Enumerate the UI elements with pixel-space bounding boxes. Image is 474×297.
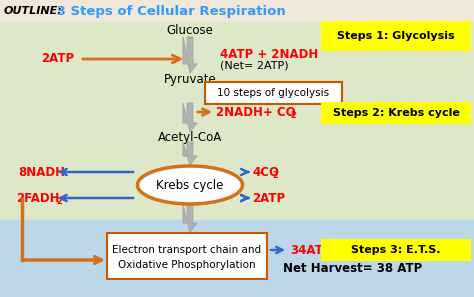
Text: Steps 1: Glycolysis: Steps 1: Glycolysis (337, 31, 455, 41)
Bar (0, 22, 474, 220)
Ellipse shape (137, 166, 243, 204)
Text: 34ATP: 34ATP (290, 244, 331, 257)
Text: 3 Steps of Cellular Respiration: 3 Steps of Cellular Respiration (52, 4, 286, 18)
FancyBboxPatch shape (107, 233, 267, 279)
Text: Electron transport chain and: Electron transport chain and (112, 245, 262, 255)
FancyBboxPatch shape (205, 82, 342, 104)
Text: (Net= 2ATP): (Net= 2ATP) (220, 61, 289, 71)
Polygon shape (183, 37, 197, 73)
Text: Acetyl-CoA: Acetyl-CoA (158, 130, 222, 143)
Text: 2ATP: 2ATP (252, 192, 285, 205)
Text: 2: 2 (56, 197, 62, 206)
Text: Steps 2: Krebs cycle: Steps 2: Krebs cycle (333, 108, 459, 118)
Text: Krebs cycle: Krebs cycle (156, 178, 224, 192)
Text: Glucose: Glucose (166, 23, 213, 37)
Bar (0, 220, 474, 297)
Text: 2: 2 (272, 170, 278, 179)
Polygon shape (183, 142, 197, 165)
Text: Net Harvest= 38 ATP: Net Harvest= 38 ATP (283, 261, 422, 274)
Polygon shape (183, 103, 197, 132)
Text: 8NADH: 8NADH (18, 165, 65, 178)
FancyBboxPatch shape (321, 102, 471, 124)
Text: 2ATP: 2ATP (41, 53, 74, 66)
Text: 4CO: 4CO (252, 165, 279, 178)
Polygon shape (183, 205, 197, 232)
Text: Steps 3: E.T.S.: Steps 3: E.T.S. (351, 245, 441, 255)
FancyBboxPatch shape (321, 239, 471, 261)
Text: 2NADH+ CO: 2NADH+ CO (216, 105, 296, 119)
Text: Pyruvate: Pyruvate (164, 73, 216, 86)
Text: OUTLINE:: OUTLINE: (4, 6, 63, 16)
Text: Oxidative Phosphorylation: Oxidative Phosphorylation (118, 260, 256, 270)
Text: 2FADH: 2FADH (16, 192, 60, 205)
FancyBboxPatch shape (321, 21, 471, 51)
Text: 2: 2 (290, 110, 296, 119)
Text: 4ATP + 2NADH: 4ATP + 2NADH (220, 48, 318, 61)
Text: 10 steps of glycolysis: 10 steps of glycolysis (217, 88, 329, 98)
Bar (0, 0, 474, 22)
